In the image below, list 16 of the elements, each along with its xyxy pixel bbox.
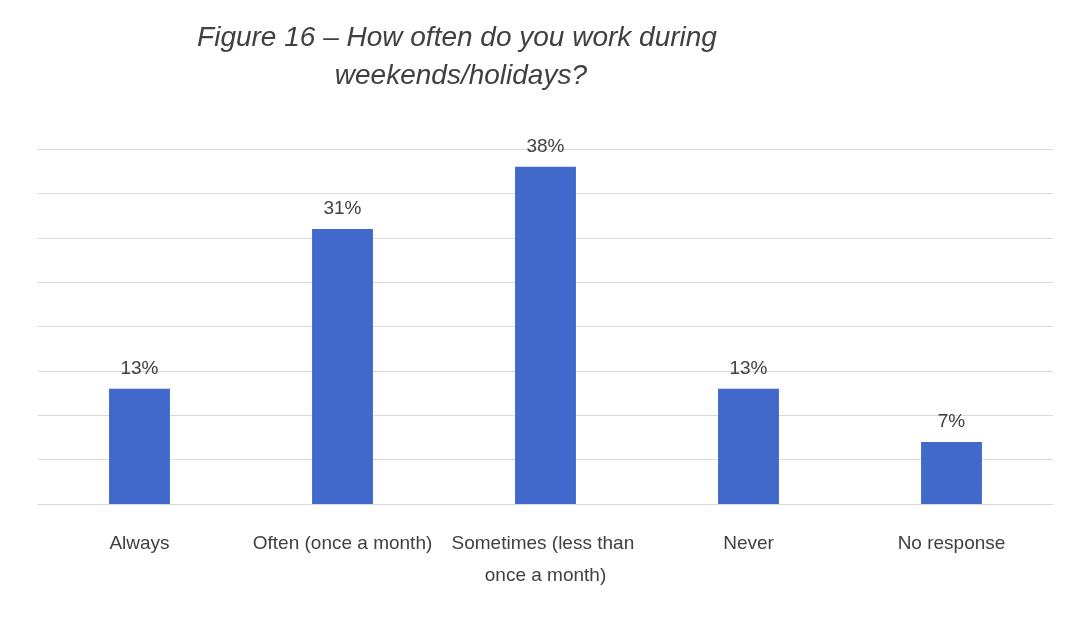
data-label: 38% <box>526 134 565 156</box>
chart-title: Figure 16 – How often do you work during weekends/holidays? <box>197 20 718 90</box>
bar <box>921 441 982 504</box>
bar <box>515 166 576 504</box>
data-label: 7% <box>937 409 966 431</box>
x-tick-label: Always <box>109 531 170 553</box>
bar <box>312 228 373 504</box>
x-tick-label: Often (once a month) <box>252 531 433 553</box>
bar <box>109 388 170 504</box>
data-label: 13% <box>729 356 768 378</box>
x-tick-label: Never <box>723 531 775 553</box>
bar <box>718 388 779 504</box>
data-label: 13% <box>120 356 159 378</box>
data-label: 31% <box>323 196 362 218</box>
x-tick-label: No response <box>897 531 1006 553</box>
x-tick-label: Sometimes (less than once a month) <box>451 531 640 585</box>
